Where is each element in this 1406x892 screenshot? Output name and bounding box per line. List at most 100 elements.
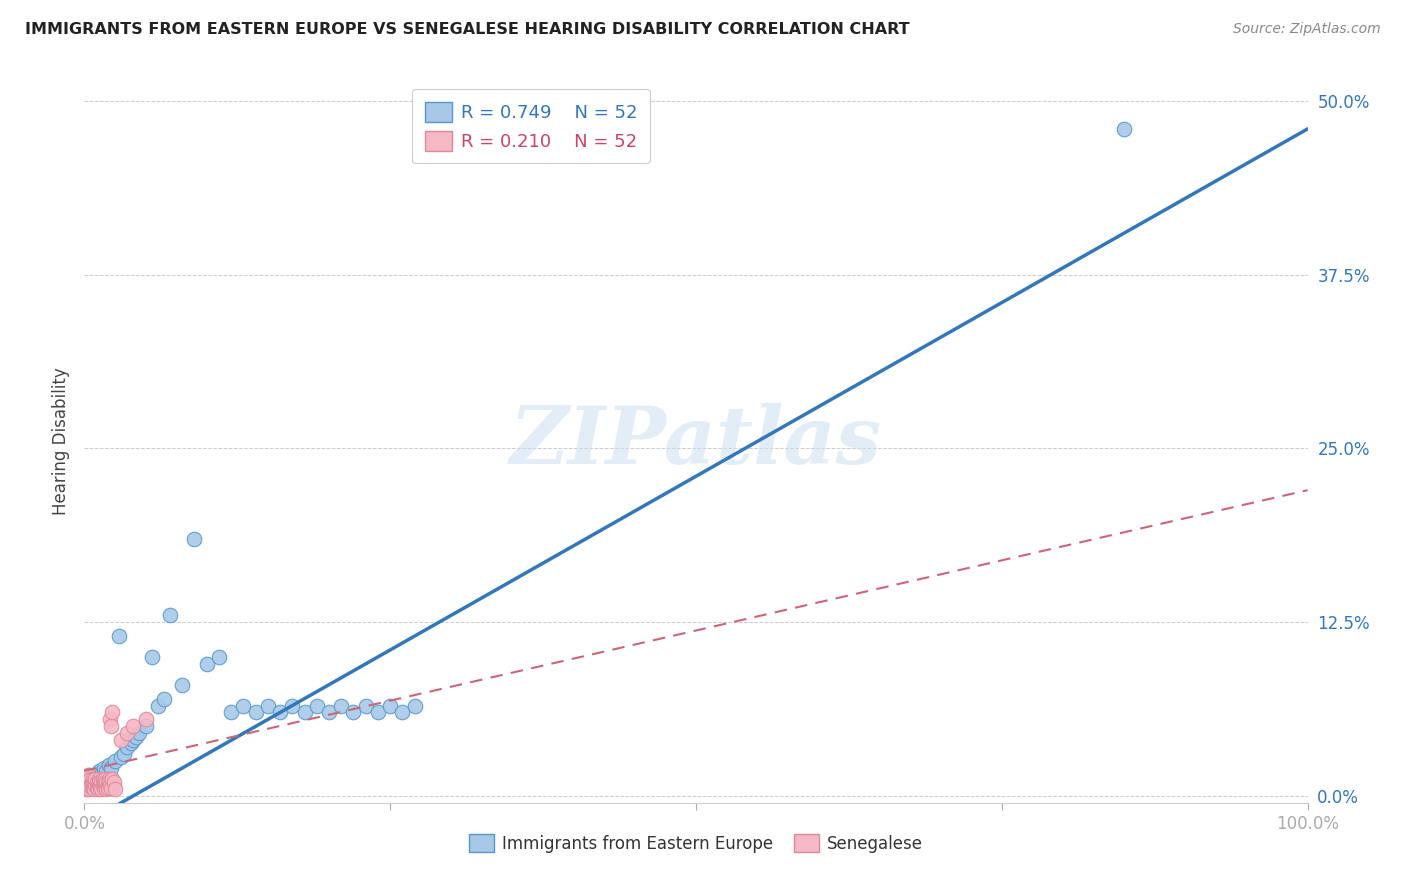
Point [97, 778, 120, 792]
Point [87, 772, 110, 787]
Point [125, 731, 148, 745]
Point [120, 736, 142, 750]
Point [84, 772, 107, 787]
Point [76, 772, 98, 787]
Point [87, 778, 110, 792]
Point [115, 740, 138, 755]
Point [93, 780, 115, 795]
Point [82, 772, 104, 787]
Text: ZIPatlas: ZIPatlas [510, 403, 882, 480]
Point [90, 781, 112, 796]
Point [257, 698, 280, 713]
Point [318, 706, 340, 720]
Point [96, 764, 118, 778]
Point [90, 775, 112, 789]
Point [89, 780, 111, 795]
Point [232, 698, 254, 713]
Point [115, 726, 138, 740]
Point [91, 778, 114, 792]
Point [83, 775, 105, 789]
Point [305, 698, 328, 713]
Point [110, 733, 132, 747]
Point [77, 781, 100, 796]
Point [100, 761, 122, 775]
Point [391, 706, 413, 720]
Point [159, 608, 181, 623]
Point [172, 678, 194, 692]
Point [91, 772, 114, 787]
Point [269, 706, 291, 720]
Point [367, 706, 389, 720]
Point [245, 706, 267, 720]
Point [97, 758, 120, 772]
Point [77, 768, 100, 782]
Point [96, 781, 118, 796]
Point [135, 713, 157, 727]
Point [330, 698, 353, 713]
Point [219, 706, 242, 720]
Point [87, 764, 110, 778]
Point [82, 780, 104, 795]
Point [77, 780, 100, 795]
Point [183, 532, 205, 546]
Point [83, 775, 105, 789]
Point [104, 781, 127, 796]
Point [153, 691, 176, 706]
Point [107, 629, 129, 643]
Point [84, 778, 107, 792]
Text: Source: ZipAtlas.com: Source: ZipAtlas.com [1233, 22, 1381, 37]
Point [76, 772, 98, 787]
Point [404, 698, 426, 713]
Point [75, 781, 97, 796]
Point [294, 706, 316, 720]
Point [79, 775, 101, 789]
Point [77, 768, 100, 782]
Point [101, 772, 124, 787]
Point [342, 706, 364, 720]
Point [75, 775, 97, 789]
Point [94, 772, 117, 787]
Point [77, 778, 100, 792]
Point [80, 775, 103, 789]
Point [89, 778, 111, 792]
Point [86, 772, 108, 787]
Point [97, 780, 120, 795]
Point [86, 780, 108, 795]
Point [103, 775, 125, 789]
Point [98, 778, 121, 792]
Point [86, 775, 108, 789]
Point [354, 698, 377, 713]
Point [87, 781, 110, 796]
Point [281, 698, 304, 713]
Point [82, 778, 104, 792]
Point [101, 706, 124, 720]
Point [75, 775, 97, 789]
Point [135, 719, 157, 733]
Point [96, 775, 118, 789]
Y-axis label: Hearing Disability: Hearing Disability [52, 368, 70, 516]
Point [110, 750, 132, 764]
Point [77, 775, 100, 789]
Point [195, 657, 218, 671]
Text: IMMIGRANTS FROM EASTERN EUROPE VS SENEGALESE HEARING DISABILITY CORRELATION CHAR: IMMIGRANTS FROM EASTERN EUROPE VS SENEGA… [25, 22, 910, 37]
Point [128, 726, 150, 740]
Point [104, 754, 127, 768]
Point [112, 747, 135, 761]
Point [93, 775, 115, 789]
Point [100, 780, 122, 795]
Point [1114, 122, 1136, 136]
Point [90, 768, 112, 782]
Point [122, 733, 145, 747]
Point [79, 779, 101, 793]
Point [83, 781, 105, 796]
Point [208, 649, 231, 664]
Point [97, 775, 120, 789]
Point [380, 698, 402, 713]
Point [94, 778, 117, 792]
Point [87, 775, 110, 789]
Point [80, 778, 103, 792]
Point [93, 761, 115, 775]
Legend: Immigrants from Eastern Europe, Senegalese: Immigrants from Eastern Europe, Senegale… [463, 828, 929, 860]
Point [76, 778, 98, 792]
Point [97, 772, 120, 787]
